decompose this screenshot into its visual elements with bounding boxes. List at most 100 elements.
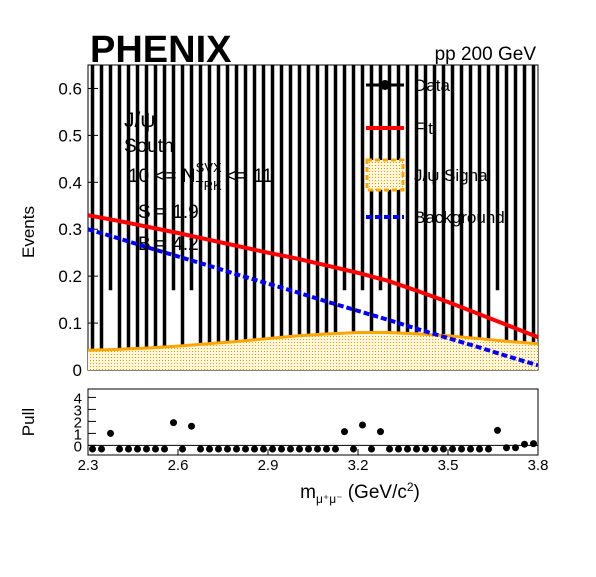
chart-title: PHENIX [90,29,232,71]
pull-y-tick-label: 4 [74,390,82,407]
pull-y-label: Pull [19,408,38,436]
y-tick-label: 0.2 [58,267,82,286]
legend: Data Fit J/ψ Signal Background [365,76,505,227]
pull-point [521,440,528,448]
pull-frame [87,388,539,456]
pull-point [395,445,402,453]
pull-point [170,419,177,427]
x-label-close: ) [414,482,420,503]
pull-point [440,445,447,453]
pull-point [512,444,519,452]
x-label: mμ⁺μ⁻ (GeV/c2) [300,480,420,506]
curves [88,213,538,370]
pull-point [251,445,258,453]
x-tick-label: 3.5 [438,457,459,474]
x-tick-label: 2.6 [168,457,189,474]
pull-point [206,445,213,453]
range-lo: 10 <= N [128,166,196,187]
x-tick-label: 3.8 [528,457,549,474]
pull-point [485,445,492,453]
pull-point [197,445,204,453]
pull-point [287,445,294,453]
x-tick-label: 2.9 [258,457,279,474]
pull-point [143,445,150,453]
pull-point [188,422,195,430]
range-sub: TRK [196,178,222,193]
y-tick-label: 0.5 [58,126,82,145]
pull-point [215,445,222,453]
pull-point [152,445,159,453]
pull-point [404,445,411,453]
curve [88,213,538,340]
legend-label: J/ψ Signal [414,166,491,185]
y-tick-label: 0.4 [58,173,82,192]
pull-point [305,445,312,453]
pull-y-tick-label: 3 [74,402,82,419]
pull-point [503,444,510,452]
pull-point [530,440,537,448]
pull-point [278,445,285,453]
pull-point [332,445,339,453]
pull-point [413,445,420,453]
signal-curve [88,330,538,352]
pull-point [269,445,276,453]
signal-area [88,332,538,370]
y-tick-label: 0.3 [58,220,82,239]
particle: J/ψ [124,109,155,132]
pull-point [386,445,393,453]
y-label: Events [19,206,38,258]
pull-point [224,445,231,453]
pull-point [107,429,114,437]
pull-point [314,445,321,453]
pull-point [458,445,465,453]
y-tick-label: 0.6 [58,79,82,98]
range-sup: SVX [196,160,222,175]
signal-count: S = 1.9 [138,202,199,223]
pull-y-tick-label: 2 [74,414,82,431]
legend-marker [380,80,390,90]
legend-label: Background [414,208,505,227]
y-tick-label: 0 [73,361,82,380]
x-tick-label: 2.3 [78,457,99,474]
pull-point [125,445,132,453]
range-hi: <= 11 [226,166,273,187]
legend-label: Fit [414,119,433,138]
pull-point [467,445,474,453]
pull-point [296,445,303,453]
pull-point [116,445,123,453]
y-tick-label: 0.1 [58,314,82,333]
pull-point [350,445,357,453]
pull-point [179,445,186,453]
pull-point [98,445,105,453]
pull-point [323,445,330,453]
pull-point [431,445,438,453]
pull-point [89,445,96,453]
pull-point [494,426,501,434]
pull-point [422,445,429,453]
pull-point [161,445,168,453]
pull-point [134,445,141,453]
pull-point [377,428,384,436]
x-label-main: m [300,482,316,503]
arm: South [124,136,174,157]
x-label-unit: (GeV/c [342,482,406,503]
pull-y-tick-label: 0 [74,438,82,455]
pull-point [449,445,456,453]
pull-point [233,445,240,453]
legend-label: Data [414,76,450,95]
annotations: J/ψ South 10 <= NSVX TRK <= 11 S = 1.9 B =… [124,109,273,255]
pull-point [476,445,483,453]
x-label-sup: 2 [407,480,414,494]
legend-swatch [365,158,405,192]
pull-point [260,445,267,453]
pull-point [359,421,366,429]
x-label-sub: μ⁺μ⁻ [316,492,343,506]
range: 10 <= NSVX TRK <= 11 [128,160,273,193]
x-tick-label: 3.2 [348,457,369,474]
pull-point [368,445,375,453]
pull-point [341,428,348,436]
pull-y-tick-label: 1 [74,426,82,443]
chart-subtitle: pp 200 GeV [435,44,537,65]
curve [88,227,538,368]
